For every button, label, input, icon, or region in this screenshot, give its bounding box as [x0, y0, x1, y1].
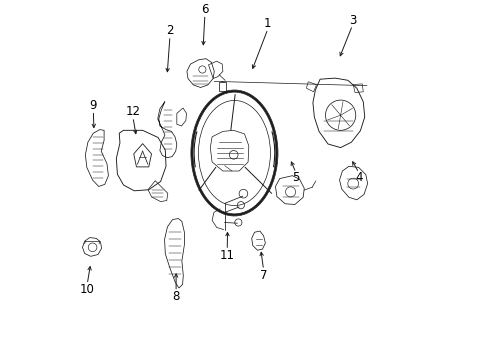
- Text: 8: 8: [172, 290, 180, 303]
- Text: 4: 4: [354, 171, 362, 184]
- Text: 9: 9: [89, 99, 97, 112]
- Text: 5: 5: [292, 171, 299, 184]
- Text: 1: 1: [264, 17, 271, 30]
- Text: 12: 12: [125, 105, 140, 118]
- Text: 10: 10: [80, 283, 94, 296]
- Text: 7: 7: [259, 269, 267, 282]
- Text: 3: 3: [348, 14, 355, 27]
- Text: 6: 6: [201, 3, 208, 16]
- Text: 2: 2: [166, 24, 173, 37]
- Text: 11: 11: [219, 249, 234, 262]
